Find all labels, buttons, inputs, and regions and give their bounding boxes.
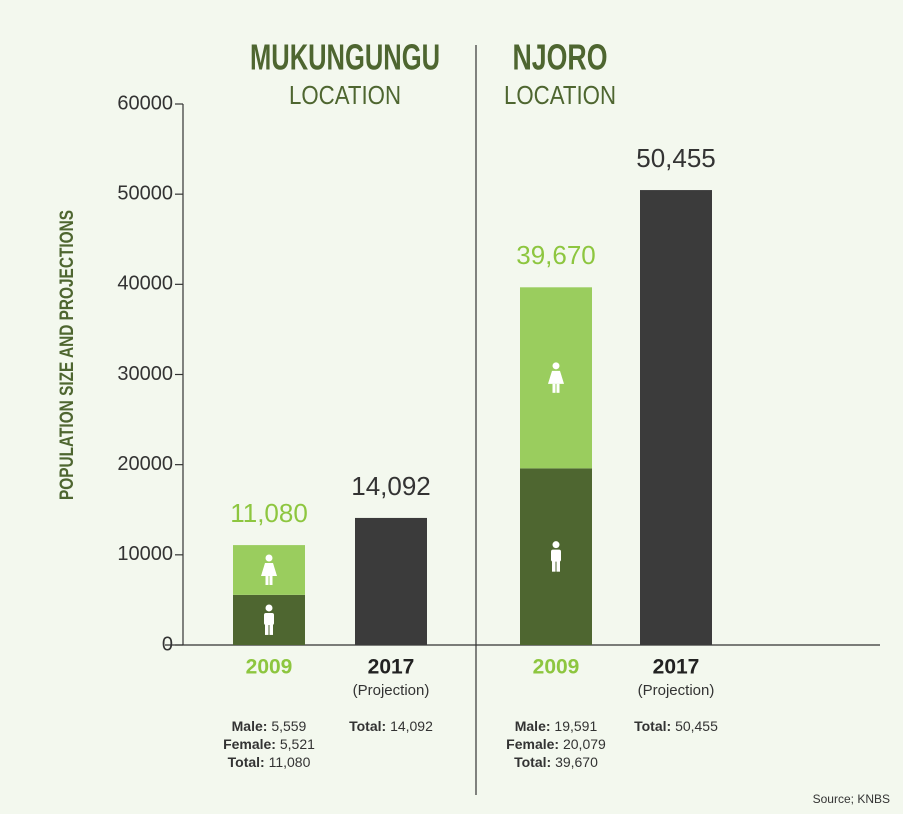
detail-name: Total: bbox=[514, 754, 551, 770]
category-label: 2017 bbox=[653, 656, 700, 679]
y-tick-label: 50000 bbox=[117, 182, 173, 204]
detail-line: Female: 5,521 bbox=[223, 736, 315, 752]
detail-line: Female: 20,079 bbox=[506, 736, 606, 752]
y-tick-label: 10000 bbox=[117, 543, 173, 565]
female-icon bbox=[548, 362, 564, 393]
y-tick-label: 30000 bbox=[117, 363, 173, 385]
icon-leg bbox=[552, 560, 556, 572]
icon-leg bbox=[269, 623, 273, 635]
group-subtitle: LOCATION bbox=[289, 80, 401, 110]
icon-leg bbox=[265, 623, 269, 635]
category-note: (Projection) bbox=[638, 682, 715, 699]
y-axis-label: POPULATION SIZE AND PROJECTIONS bbox=[57, 210, 78, 500]
detail-value: 20,079 bbox=[563, 736, 606, 752]
category-label: 2009 bbox=[533, 656, 580, 679]
group-subtitle: LOCATION bbox=[504, 80, 616, 110]
icon-head bbox=[552, 541, 560, 549]
detail-name: Total: bbox=[634, 718, 671, 734]
icon-body bbox=[548, 370, 564, 384]
icon-body bbox=[261, 562, 277, 576]
bar-value-label: 39,670 bbox=[516, 240, 596, 270]
detail-value: 50,455 bbox=[675, 718, 718, 734]
detail-name: Female: bbox=[223, 736, 276, 752]
male-icon bbox=[264, 604, 274, 635]
source: Source; KNBS bbox=[813, 792, 890, 806]
detail-name: Total: bbox=[349, 718, 386, 734]
female-icon bbox=[261, 554, 277, 585]
icon-leg bbox=[552, 383, 556, 393]
detail-value: 5,521 bbox=[280, 736, 315, 752]
icon-leg bbox=[556, 560, 560, 572]
detail-line: Total: 50,455 bbox=[634, 718, 718, 734]
bar-segment bbox=[640, 190, 712, 645]
detail-name: Male: bbox=[515, 718, 551, 734]
icon-head bbox=[265, 604, 273, 612]
detail-name: Female: bbox=[506, 736, 559, 752]
male-icon bbox=[551, 541, 561, 572]
icon-head bbox=[552, 362, 560, 370]
detail-line: Total: 39,670 bbox=[514, 754, 598, 770]
detail-line: Total: 11,080 bbox=[228, 754, 311, 770]
detail-line: Male: 19,591 bbox=[515, 718, 598, 734]
category-label: 2017 bbox=[368, 656, 415, 679]
detail-value: 11,080 bbox=[269, 754, 311, 770]
detail-value: 39,670 bbox=[555, 754, 598, 770]
icon-body bbox=[264, 612, 274, 625]
bar-value-label: 11,080 bbox=[230, 498, 308, 528]
detail-value: 19,591 bbox=[554, 718, 597, 734]
icon-leg bbox=[265, 575, 269, 585]
y-tick-label: 0 bbox=[162, 633, 173, 655]
detail-name: Male: bbox=[232, 718, 268, 734]
bar-value-label: 50,455 bbox=[636, 143, 716, 173]
group-title: NJORO bbox=[513, 37, 608, 78]
detail-value: 14,092 bbox=[390, 718, 433, 734]
y-tick-label: 40000 bbox=[117, 273, 173, 295]
icon-leg bbox=[269, 575, 273, 585]
category-label: 2009 bbox=[246, 656, 293, 679]
icon-leg bbox=[556, 383, 560, 393]
bar-segment bbox=[355, 517, 427, 645]
group-title: MUKUNGUNGU bbox=[250, 37, 440, 78]
bar-value-label: 14,092 bbox=[351, 471, 431, 501]
y-tick-label: 60000 bbox=[117, 92, 173, 114]
detail-line: Total: 14,092 bbox=[349, 718, 433, 734]
detail-line: Male: 5,559 bbox=[232, 718, 307, 734]
y-tick-label: 20000 bbox=[117, 453, 173, 475]
detail-value: 5,559 bbox=[271, 718, 306, 734]
detail-name: Total: bbox=[228, 754, 265, 770]
icon-head bbox=[265, 554, 273, 562]
icon-body bbox=[551, 549, 561, 562]
category-note: (Projection) bbox=[353, 682, 430, 699]
